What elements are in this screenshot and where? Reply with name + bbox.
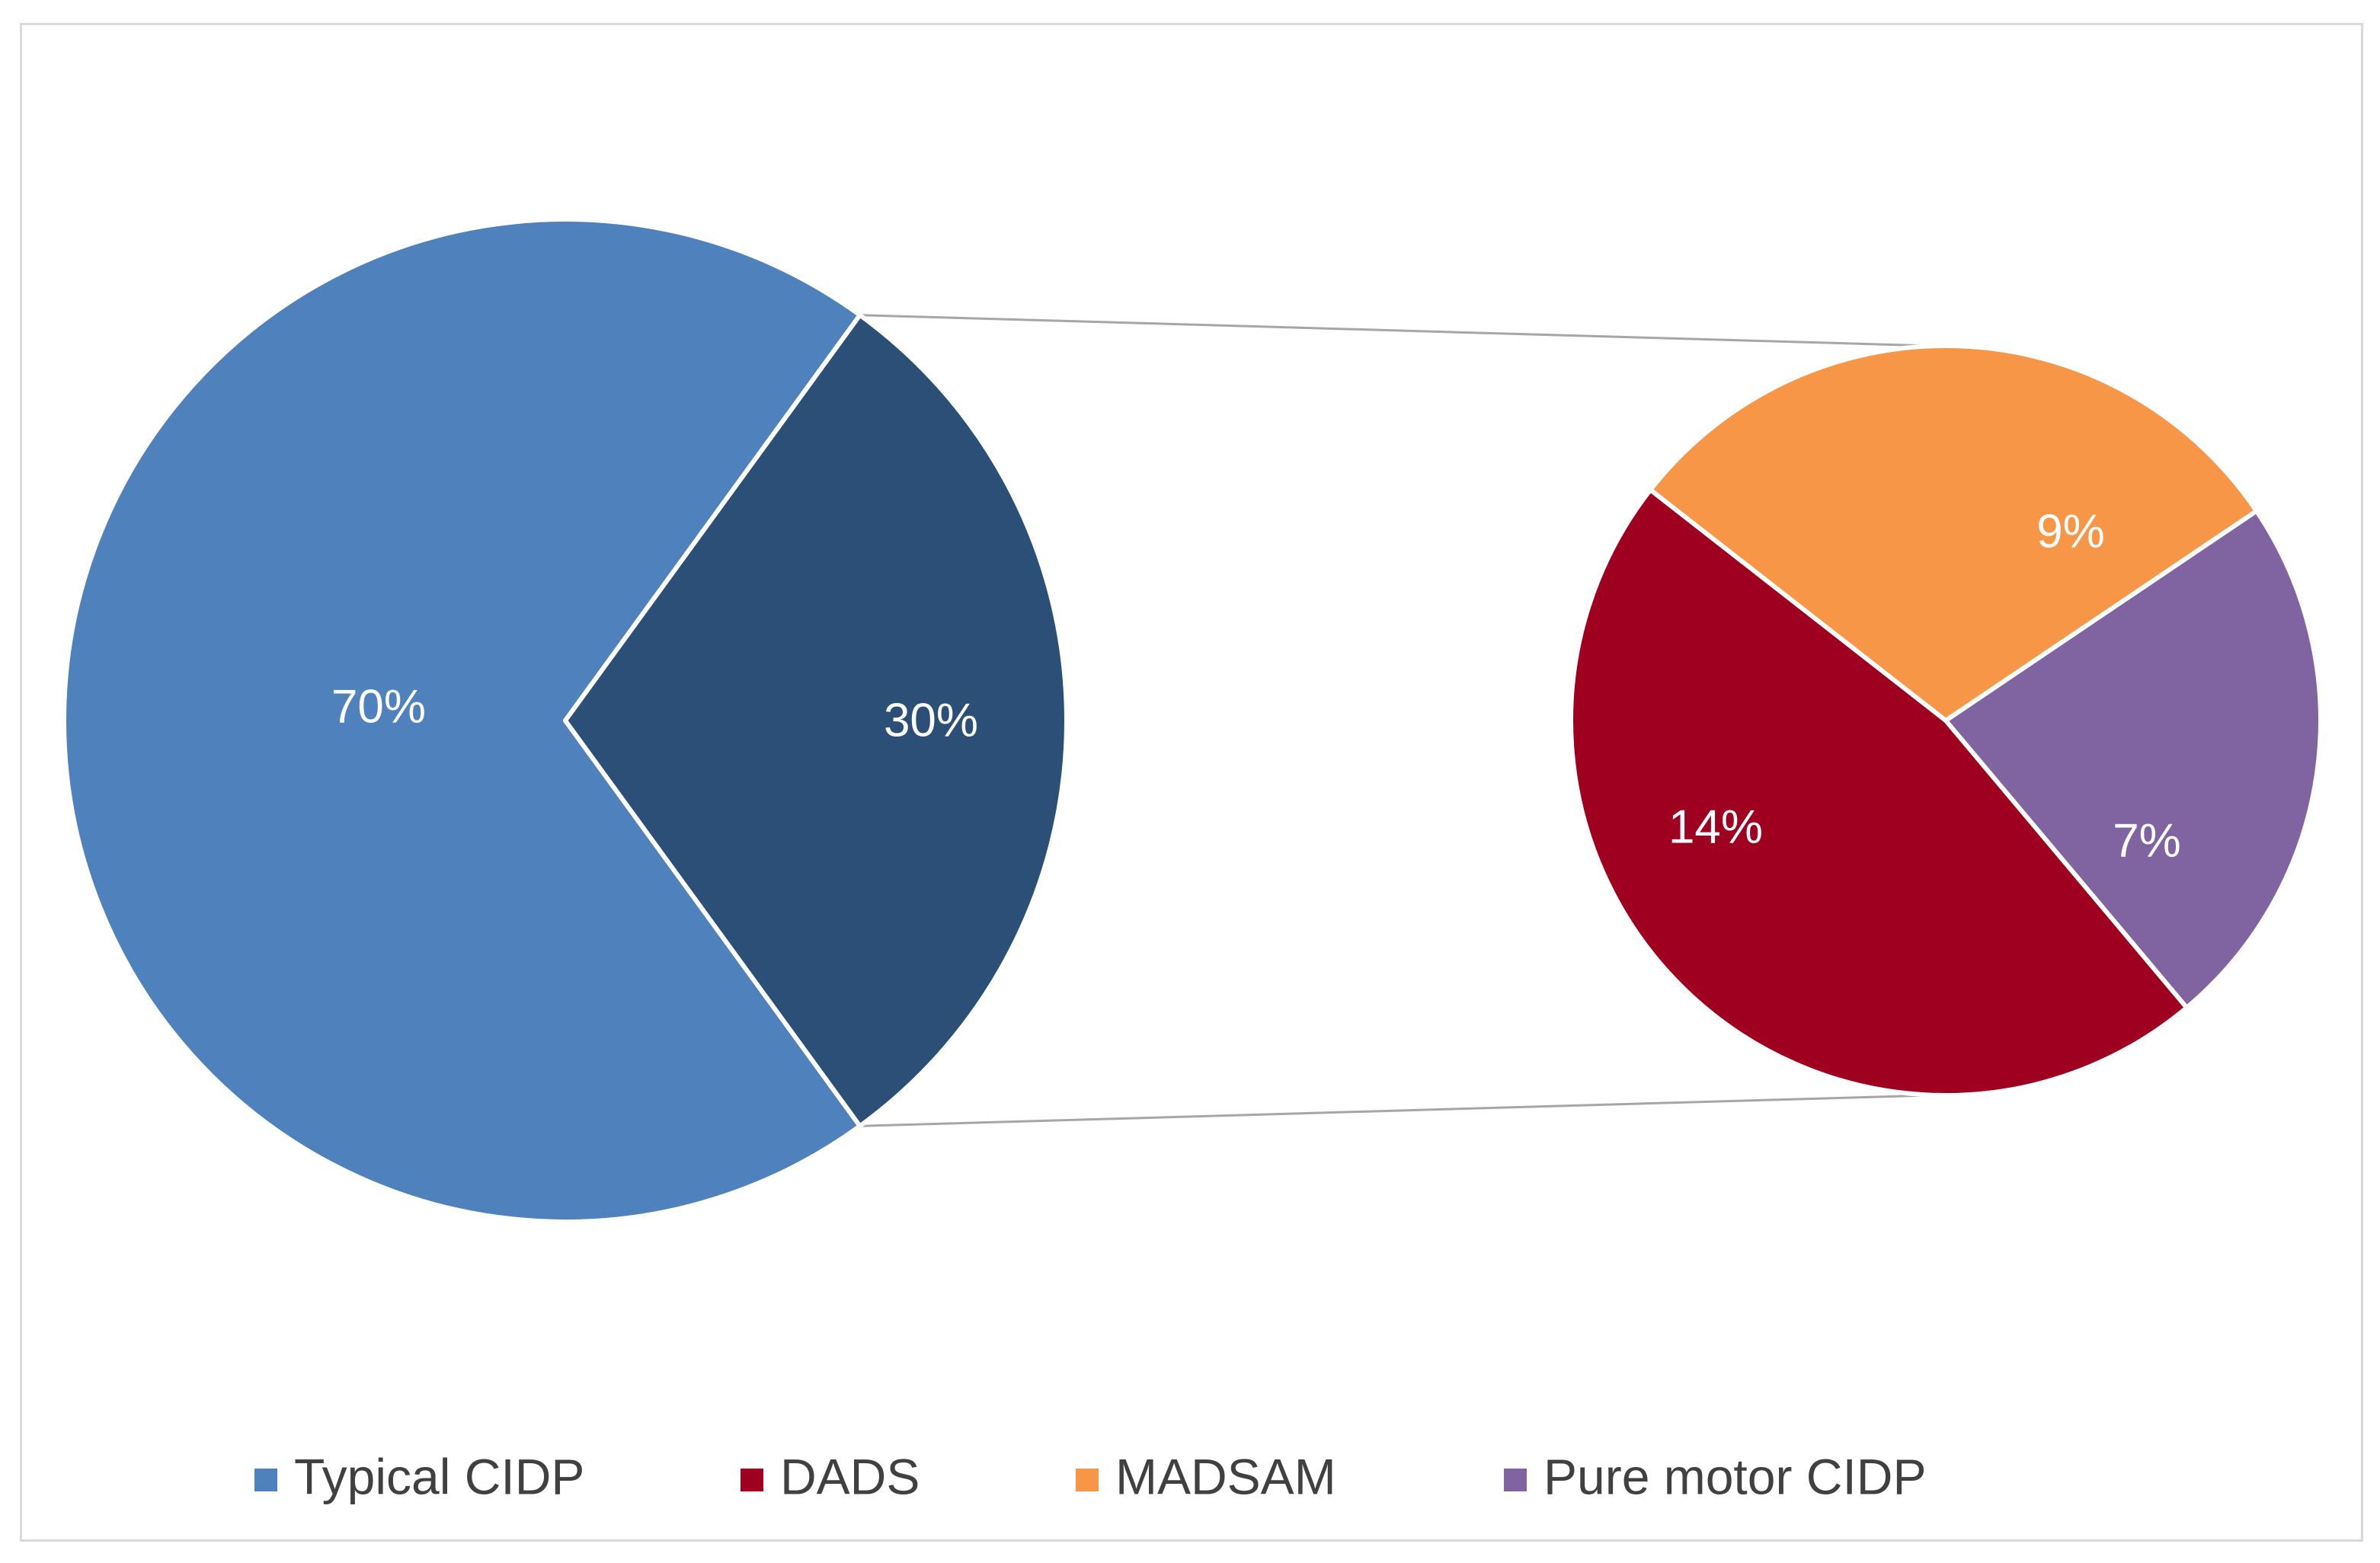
legend: Typical CIDP DADS MADSAM Pure motor CIDP bbox=[254, 1448, 1926, 1504]
legend-label-dads: DADS bbox=[780, 1448, 920, 1504]
legend-swatch-pure-motor-cidp bbox=[1504, 1469, 1527, 1491]
pie-slice-dads bbox=[1569, 487, 2190, 1098]
legend-item-dads: DADS bbox=[741, 1448, 920, 1504]
primary-pie: 70% 30% bbox=[61, 217, 1069, 1224]
connector-line-top bbox=[859, 314, 1931, 347]
legend-label-pure-motor-cidp: Pure motor CIDP bbox=[1543, 1448, 1926, 1504]
pie-slice-typical-cidp bbox=[61, 217, 862, 1224]
legend-swatch-madsam bbox=[1076, 1469, 1099, 1491]
legend-item-typical-cidp: Typical CIDP bbox=[254, 1448, 584, 1504]
data-label-other: 30% bbox=[884, 694, 978, 746]
connector-line-bottom bbox=[859, 1094, 1931, 1127]
data-label-typical-cidp: 70% bbox=[331, 680, 426, 733]
pie-slice-pure-motor-cidp bbox=[1943, 508, 2323, 1010]
legend-swatch-typical-cidp bbox=[254, 1469, 277, 1491]
legend-swatch-dads bbox=[741, 1469, 763, 1491]
legend-item-madsam: MADSAM bbox=[1076, 1448, 1336, 1504]
legend-item-pure-motor-cidp: Pure motor CIDP bbox=[1504, 1448, 1926, 1504]
secondary-pie: 9% 7% 14% bbox=[1569, 344, 2323, 1098]
legend-label-typical-cidp: Typical CIDP bbox=[294, 1448, 584, 1504]
data-label-pure-motor-cidp: 7% bbox=[2113, 814, 2181, 867]
pie-slice-madsam bbox=[1648, 344, 2259, 723]
connector-lines bbox=[859, 314, 1931, 1127]
data-label-madsam: 9% bbox=[2036, 505, 2105, 558]
pie-slice-other bbox=[563, 312, 1069, 1129]
legend-label-madsam: MADSAM bbox=[1115, 1448, 1336, 1504]
data-label-dads: 14% bbox=[1668, 801, 1763, 853]
